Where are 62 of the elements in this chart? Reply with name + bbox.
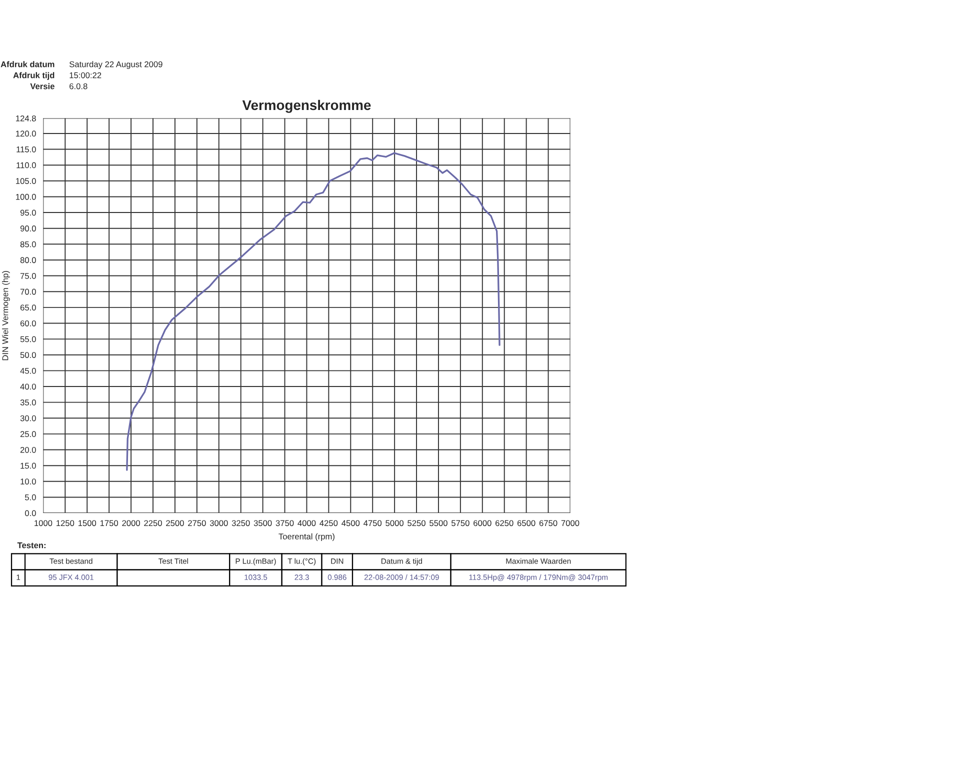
y-tick-label: 40.0	[20, 384, 36, 390]
text: Testen:	[17, 542, 46, 548]
y-tick-label: 85.0	[20, 241, 36, 248]
y-tick-label: 30.0	[20, 415, 36, 422]
x-tick-label: 4250	[320, 520, 338, 526]
y-tick-label: 65.0	[20, 304, 36, 311]
text: Saturday 22 August 2009	[70, 61, 162, 69]
y-axis-title: DIN Wiel Vermogen (hp)	[2, 271, 10, 360]
x-tick-label: 1500	[78, 520, 96, 526]
y-tick-label: 0.0	[25, 510, 36, 516]
y-tick-label: 75.0	[20, 272, 36, 279]
text: Versie	[30, 83, 54, 90]
y-tick-label: 35.0	[20, 400, 36, 406]
x-tick-label: 5500	[430, 520, 448, 526]
text: Afdruk datum	[0, 61, 54, 68]
y-tick-label: 95.0	[20, 210, 36, 216]
y-tick-label: 55.0	[20, 336, 36, 342]
x-tick-label: 1750	[100, 520, 118, 526]
x-tick-label: 6000	[474, 520, 492, 526]
x-tick-label: 2250	[144, 520, 162, 526]
x-tick-label: 2500	[166, 520, 184, 526]
y-tick-label: 120.0	[16, 130, 36, 137]
line-series	[126, 152, 500, 471]
x-tick-label: 1000	[34, 520, 52, 526]
x-axis-title: Toerental (rpm)	[278, 533, 334, 542]
x-tick-label: 1250	[56, 520, 74, 526]
x-tick-label: 2000	[122, 520, 140, 526]
x-tick-label: 5750	[452, 520, 470, 526]
text: 6.0.8	[70, 83, 88, 90]
x-tick-label: 3500	[254, 520, 272, 526]
text: Afdruk tijd	[13, 72, 54, 80]
y-tick-label: 100.0	[16, 194, 36, 200]
y-tick-label: 10.0	[20, 478, 36, 484]
y-tick-label: 45.0	[20, 368, 36, 374]
x-tick-label: 4750	[364, 520, 382, 526]
y-tick-label: 5.0	[25, 494, 36, 500]
x-tick-label: 6500	[517, 520, 536, 526]
x-tick-label: 4500	[342, 520, 360, 526]
x-tick-label: 5000	[386, 520, 404, 526]
y-tick-label: 110.0	[16, 162, 36, 168]
x-tick-label: 7000	[561, 520, 580, 526]
y-tick-label: 25.0	[20, 431, 36, 438]
y-tick-label: 80.0	[20, 257, 36, 264]
y-tick-label: 15.0	[20, 462, 36, 469]
y-tick-label: 50.0	[20, 352, 36, 358]
x-tick-label: 3250	[232, 520, 250, 526]
y-tick-label: 60.0	[20, 320, 36, 326]
y-tick-label: 124.8	[16, 115, 36, 122]
x-tick-label: 3000	[210, 520, 228, 526]
y-tick-label: 105.0	[16, 178, 36, 184]
x-tick-label: 5250	[408, 520, 426, 526]
x-tick-label: 4000	[298, 520, 316, 526]
y-tick-label: 20.0	[20, 446, 36, 453]
text: 15:00:22	[70, 72, 102, 78]
y-tick-label: 115.0	[16, 146, 36, 152]
x-tick-label: 2750	[188, 520, 206, 526]
x-tick-label: 3750	[276, 520, 294, 526]
x-tick-label: 6250	[496, 520, 514, 526]
chart-title: Vermogenskromme	[242, 100, 371, 113]
x-tick-label: 6750	[539, 520, 558, 526]
y-tick-label: 90.0	[20, 226, 36, 232]
y-tick-label: 70.0	[20, 288, 36, 295]
